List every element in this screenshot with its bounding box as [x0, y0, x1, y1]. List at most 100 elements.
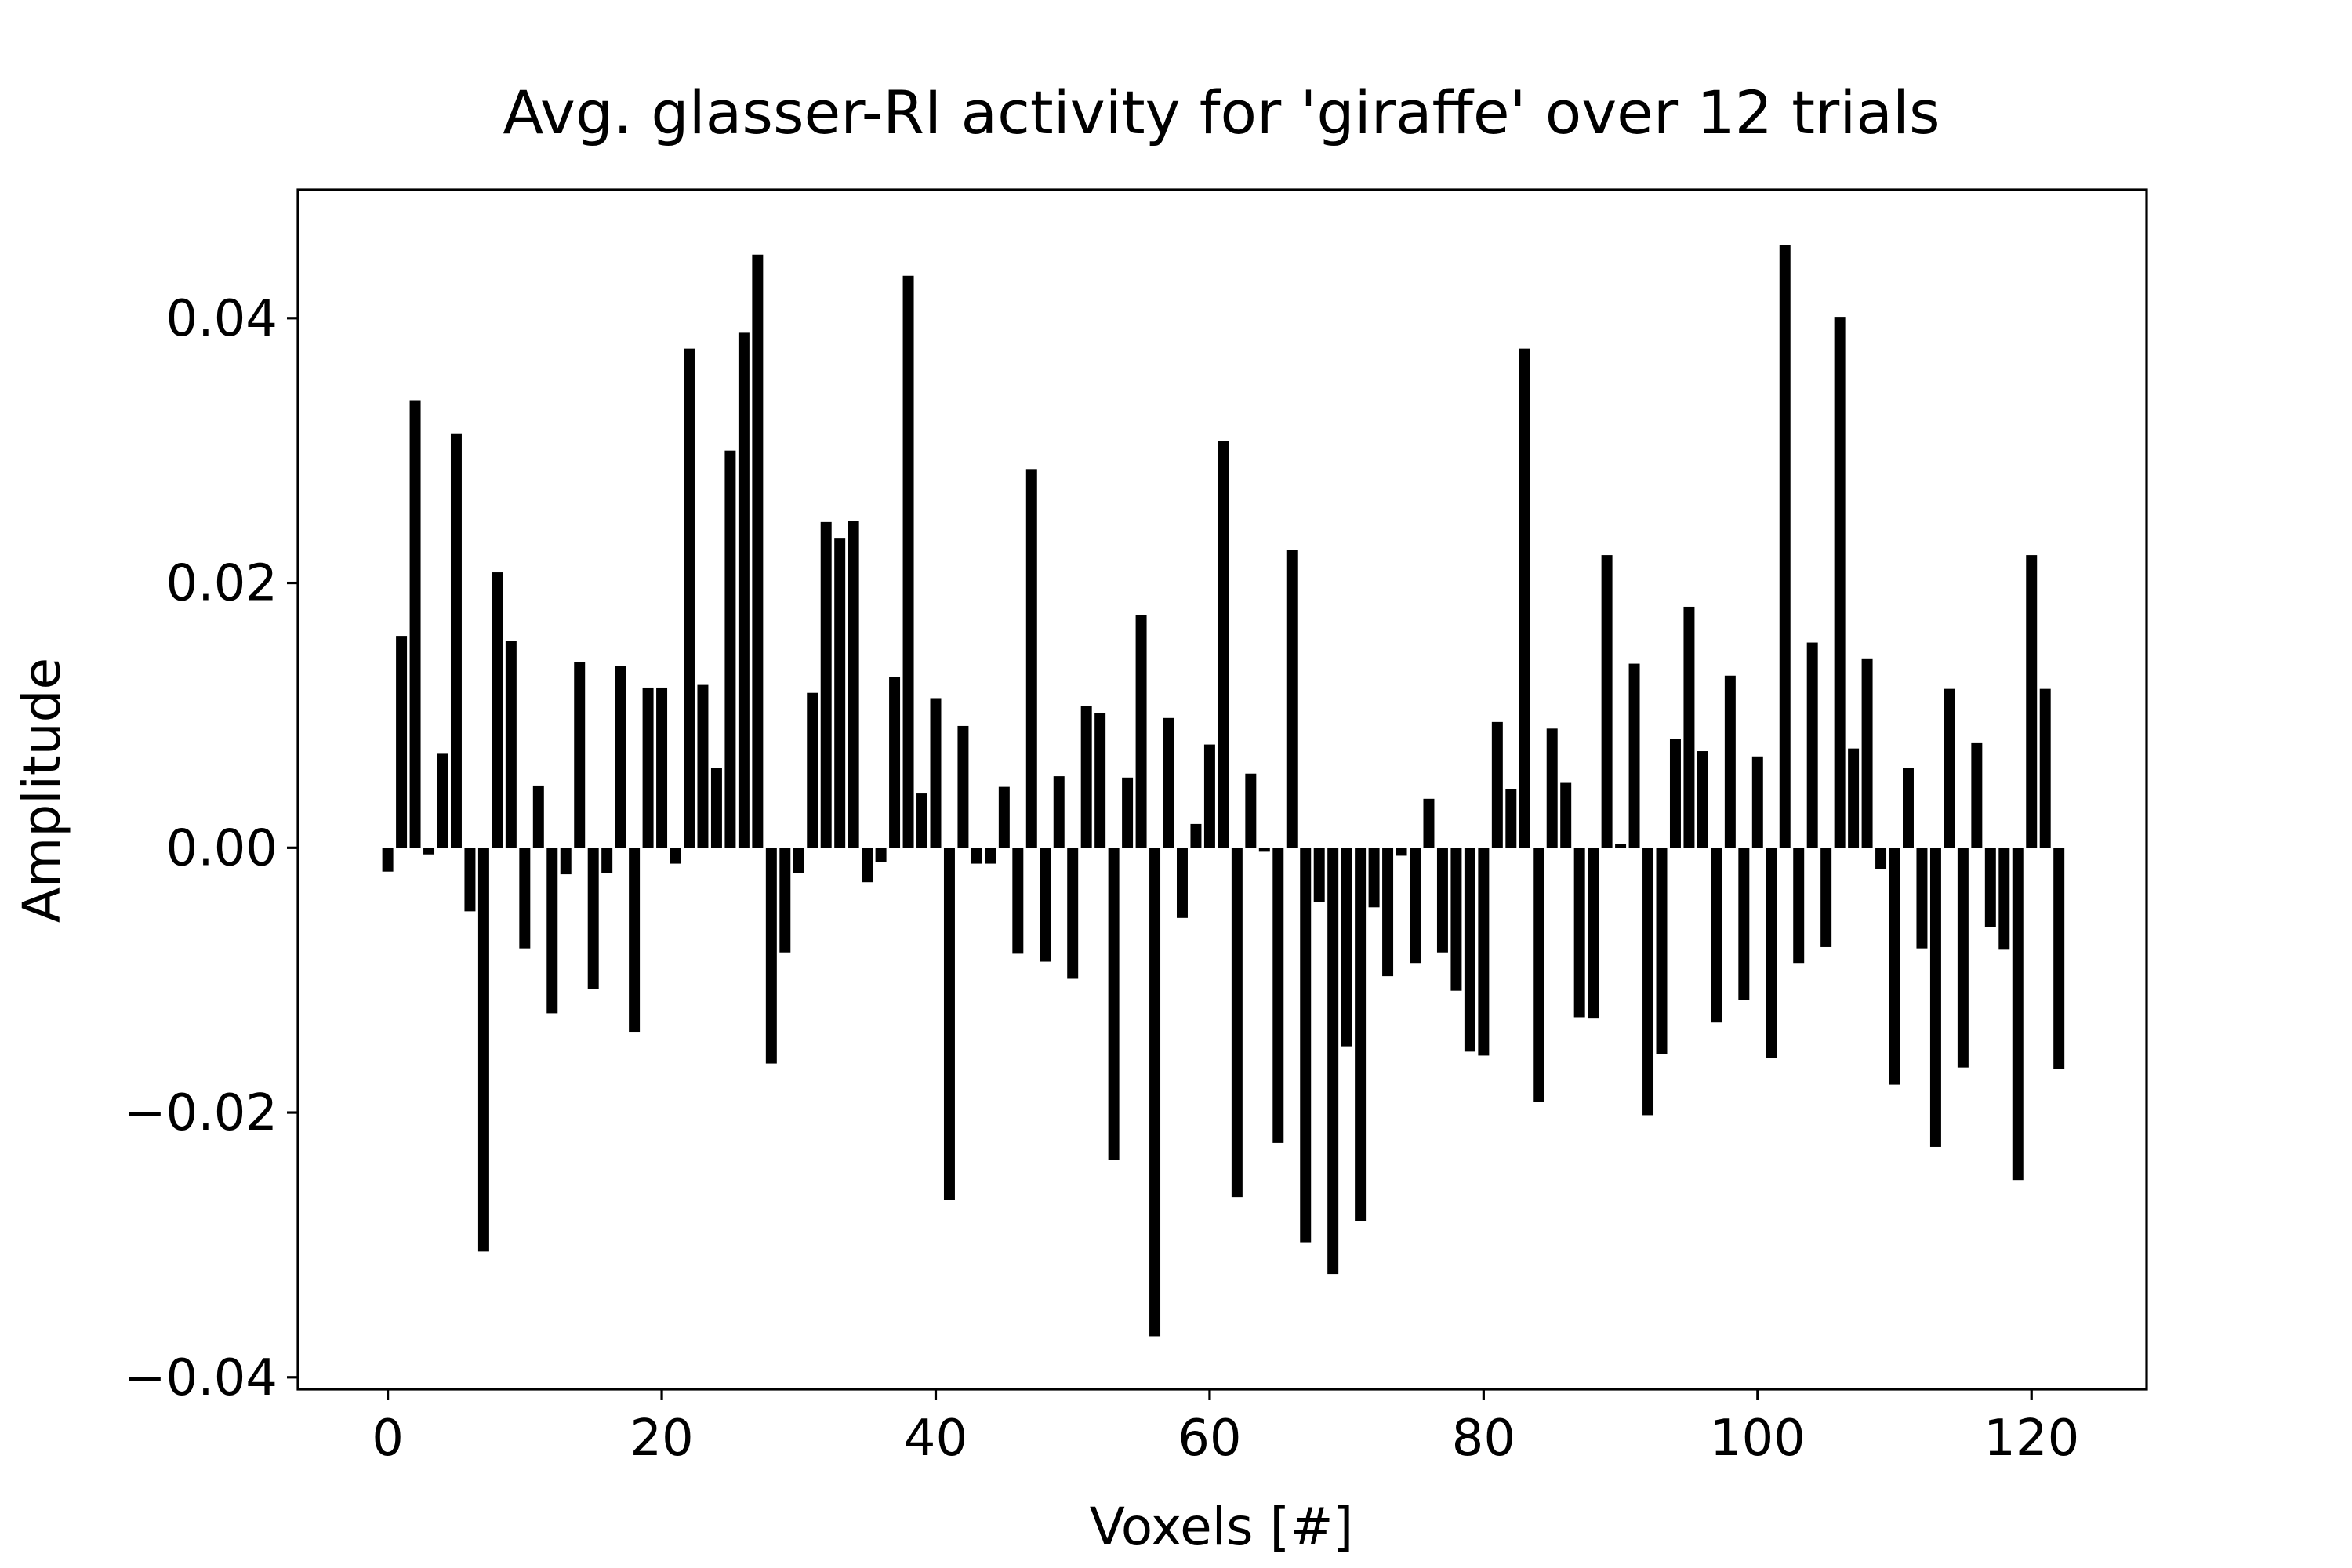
bar	[1889, 848, 1900, 1085]
bar	[697, 684, 709, 848]
x-tick-label: 0	[372, 1410, 404, 1468]
bar	[779, 848, 791, 953]
bar	[985, 848, 996, 864]
bar	[1766, 848, 1777, 1058]
bar	[1573, 848, 1585, 1018]
bar	[1272, 848, 1284, 1143]
bar	[587, 848, 599, 989]
bar	[998, 786, 1010, 848]
bar	[1588, 848, 1599, 1019]
bar	[409, 400, 421, 848]
bar	[1615, 844, 1627, 848]
bar	[1218, 441, 1229, 848]
bar	[656, 687, 668, 848]
y-tick-label: 0.00	[166, 819, 278, 877]
bar	[1368, 848, 1380, 908]
bar	[1491, 721, 1503, 848]
bar	[396, 636, 408, 848]
bar	[1423, 798, 1435, 848]
bar	[834, 538, 846, 848]
bar	[889, 677, 901, 848]
bar	[916, 793, 928, 848]
bar	[2039, 688, 2051, 848]
bar	[1450, 848, 1462, 991]
bar	[1286, 550, 1298, 848]
bar	[902, 275, 914, 848]
bar	[1341, 848, 1352, 1047]
bar	[1779, 245, 1791, 848]
bar	[1012, 848, 1024, 954]
bar	[1245, 773, 1257, 848]
bar	[1149, 848, 1161, 1337]
bar	[1642, 848, 1654, 1116]
bar	[1519, 348, 1530, 848]
x-tick-label: 60	[1178, 1410, 1241, 1468]
bar	[1122, 777, 1134, 848]
bar	[1751, 756, 1763, 848]
bar	[629, 848, 641, 1033]
bar	[437, 753, 448, 848]
y-tick-label: 0.04	[166, 290, 278, 348]
x-axis-label: Voxels [#]	[1090, 1497, 1354, 1557]
bar	[1533, 848, 1544, 1102]
bar	[957, 725, 969, 848]
bar	[505, 641, 517, 848]
bar	[1998, 848, 2010, 950]
x-tick-label: 100	[1710, 1410, 1806, 1468]
bar	[1436, 848, 1448, 953]
bar	[670, 848, 681, 864]
bar	[2053, 848, 2065, 1069]
bar	[1505, 789, 1517, 848]
bar	[1478, 848, 1490, 1056]
bar	[546, 848, 558, 1014]
bar	[738, 332, 750, 848]
bar	[793, 848, 804, 873]
bar	[601, 848, 613, 873]
bar	[1820, 848, 1832, 947]
bar	[1601, 555, 1613, 848]
bar	[1108, 848, 1120, 1160]
x-tick-label: 40	[904, 1410, 967, 1468]
bar	[1382, 848, 1394, 977]
bar	[1944, 688, 1955, 848]
bar	[464, 848, 476, 912]
bar	[820, 521, 832, 848]
bar	[1163, 717, 1174, 848]
bar	[615, 666, 626, 848]
bar	[1916, 848, 1928, 949]
bar	[1834, 317, 1846, 848]
bar	[1738, 848, 1750, 1000]
bar	[382, 848, 394, 872]
bar	[477, 848, 489, 1252]
bar	[1040, 848, 1051, 962]
bar	[1957, 848, 1969, 1068]
bar	[875, 848, 887, 862]
bar	[1053, 776, 1065, 848]
bar	[752, 254, 764, 848]
bar	[1176, 848, 1188, 918]
bar	[1560, 782, 1572, 848]
bar	[930, 698, 942, 848]
bar	[1464, 848, 1475, 1052]
bar	[532, 785, 544, 848]
bar	[684, 348, 695, 848]
bar	[1203, 744, 1215, 848]
bar	[1903, 768, 1914, 848]
x-tick-label: 20	[630, 1410, 693, 1468]
bar	[1984, 848, 1996, 927]
y-tick-label: 0.02	[166, 555, 278, 613]
bar	[710, 768, 722, 848]
bar	[1669, 739, 1681, 848]
x-tick-label: 80	[1452, 1410, 1515, 1468]
bar	[1628, 663, 1640, 848]
chart-title: Avg. glasser-RI activity for 'giraffe' o…	[503, 78, 1940, 147]
bar	[862, 848, 873, 883]
bar	[2012, 848, 2024, 1181]
bar	[1080, 706, 1092, 848]
bar	[450, 433, 462, 848]
bar	[1327, 848, 1339, 1275]
bar	[1656, 848, 1668, 1054]
y-axis-label: Amplitude	[12, 658, 72, 923]
bar	[1231, 848, 1243, 1198]
